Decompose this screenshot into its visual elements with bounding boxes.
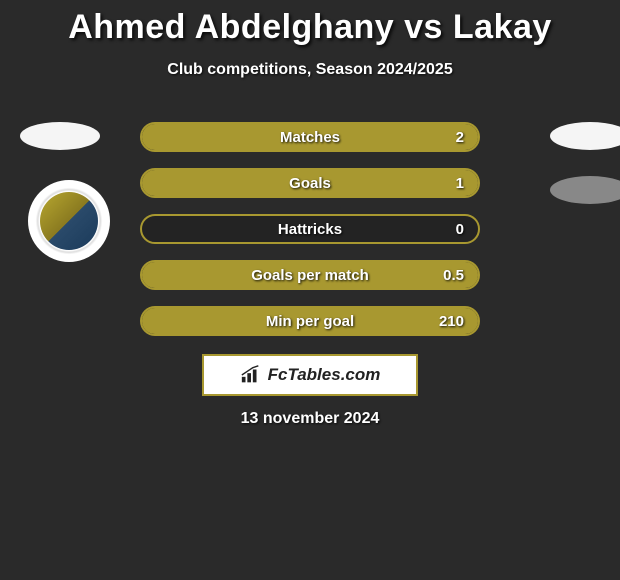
brand-logo[interactable]: FcTables.com [202,354,418,396]
bar-chart-icon [240,365,262,385]
snapshot-date: 13 november 2024 [0,410,620,428]
stat-bar: Min per goal 210 [140,306,480,336]
stat-bar: Hattricks 0 [140,214,480,244]
stat-bar: Goals 1 [140,168,480,198]
player-right-placeholder [550,122,620,150]
season-subtitle: Club competitions, Season 2024/2025 [0,61,620,79]
team-crest-left [28,180,110,262]
stat-value: 0.5 [443,267,464,284]
stat-label: Hattricks [278,221,342,238]
player-right-placeholder-2 [550,176,620,204]
stat-label: Goals [289,175,331,192]
stat-label: Matches [280,129,340,146]
stats-bars: Matches 2 Goals 1 Hattricks 0 Goals per match 0… [140,122,480,352]
crest-graphic [40,192,98,250]
stat-bar: Matches 2 [140,122,480,152]
comparison-title: Ahmed Abdelghany vs Lakay [0,0,620,47]
stat-bar: Goals per match 0.5 [140,260,480,290]
stat-value: 0 [456,221,464,238]
stat-label: Min per goal [266,313,354,330]
player-left-placeholder [20,122,100,150]
stat-value: 210 [439,313,464,330]
stat-label: Goals per match [251,267,369,284]
stat-value: 2 [456,129,464,146]
brand-text: FcTables.com [268,365,381,385]
stat-value: 1 [456,175,464,192]
